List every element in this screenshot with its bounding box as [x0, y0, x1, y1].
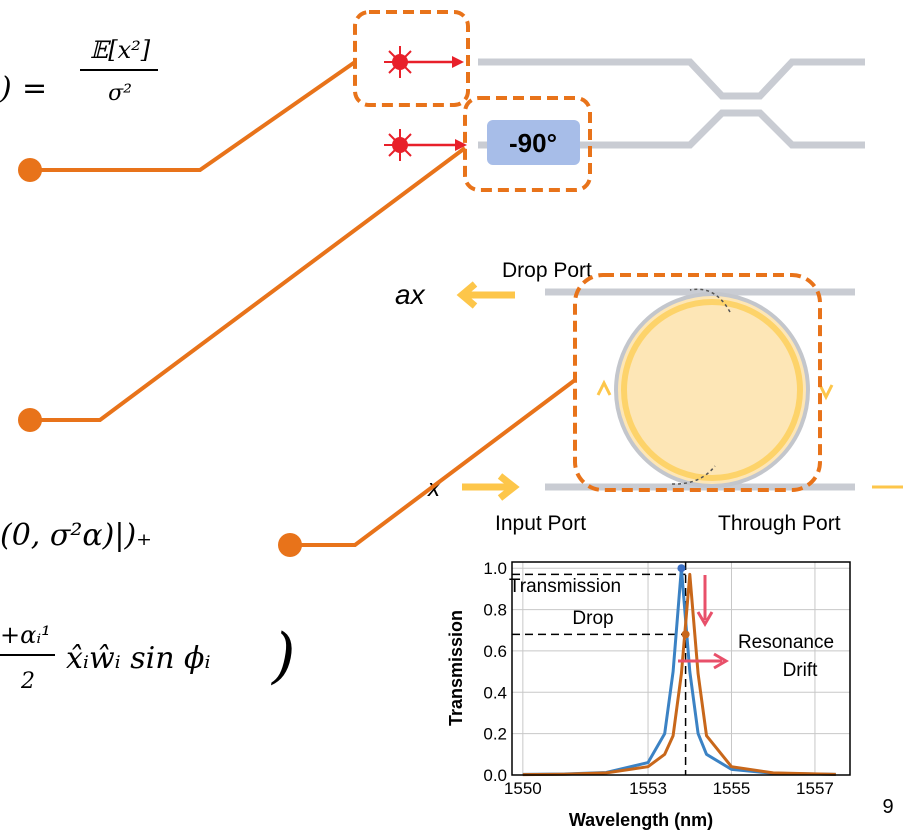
annotation: Drop: [572, 608, 613, 629]
x-axis-label: Wavelength (nm): [569, 810, 713, 830]
y-tick-label: 0.8: [483, 601, 507, 620]
eq-denominator: σ²: [108, 81, 132, 106]
eq-numerator: +αᵢ¹: [0, 621, 51, 649]
eq-numerator: 𝔼[x²]: [90, 36, 151, 64]
point: [677, 564, 685, 572]
x-tick-label: 1557: [796, 779, 834, 798]
port-label: Through Port: [718, 512, 841, 535]
eq-sign: =: [22, 71, 47, 106]
port-label: Input Port: [495, 512, 586, 535]
page: ) = 𝔼[x²] σ² (0, σ²α)|)₊ +αᵢ¹ 2 x̂ᵢŵᵢ si…: [0, 0, 903, 834]
x-tick-label: 1555: [713, 779, 751, 798]
slide: ) = 𝔼[x²] σ² (0, σ²α)|)₊ +αᵢ¹ 2 x̂ᵢŵᵢ si…: [0, 0, 903, 834]
phase-label: -90°: [509, 128, 557, 158]
eq-middle: (0, σ²α)|)₊: [0, 518, 152, 553]
y-axis-label: Transmission: [446, 610, 466, 726]
annotation: Transmission: [509, 576, 621, 597]
y-tick-label: 1.0: [483, 559, 507, 578]
x-tick-label: 1550: [504, 779, 542, 798]
x-tick-label: 1553: [629, 779, 667, 798]
eq-term: x̂ᵢŵᵢ sin ϕᵢ: [66, 641, 211, 676]
eq-denominator: 2: [20, 669, 35, 694]
y-tick-label: 0.2: [483, 725, 507, 744]
eq-lhs: ): [0, 71, 12, 106]
port-label: Drop Port: [502, 259, 592, 282]
annotation: Drift: [783, 660, 819, 681]
annotation: Resonance: [738, 632, 834, 653]
y-tick-label: 0.6: [483, 642, 507, 661]
y-tick-label: 0.4: [483, 683, 507, 702]
ring: [616, 294, 808, 486]
eq-close: ): [270, 621, 295, 691]
leader-dot: [18, 158, 302, 557]
page-number: 9: [882, 796, 893, 818]
point: [682, 630, 690, 638]
light-arrow: [462, 284, 515, 498]
output-label: ax: [395, 279, 426, 310]
